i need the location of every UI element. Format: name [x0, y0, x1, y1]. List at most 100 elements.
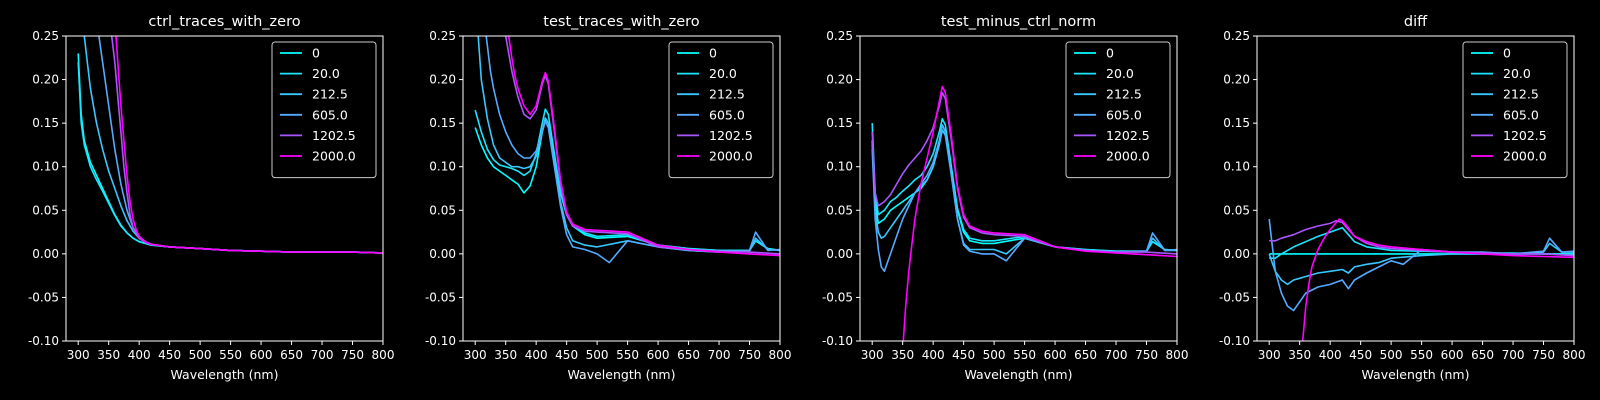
legend-label: 1202.5: [312, 128, 356, 143]
legend-label: 2000.0: [312, 149, 356, 164]
series-line-5: [1301, 218, 1574, 341]
chart-panel-1: -0.10 -0.05 0.00 0.05 0.10 0.15 0.20 0.25 300 350…: [425, 14, 792, 382]
x-tick-label: 700: [1502, 348, 1525, 362]
legend-label: 20.0: [312, 66, 340, 81]
y-tick-label: 0.10: [32, 160, 59, 174]
series-group: [871, 85, 1177, 341]
legend-label: 212.5: [1106, 87, 1142, 102]
chart-panel-3: -0.10 -0.05 0.00 0.05 0.10 0.15 0.20 0.25 300 350…: [1219, 14, 1586, 382]
x-tick-label: 500: [983, 348, 1006, 362]
y-tick-label: 0.15: [32, 116, 59, 130]
x-tick-label: 500: [1380, 348, 1403, 362]
x-tick-label: 650: [1074, 348, 1097, 362]
chart-title: diff: [1404, 14, 1428, 30]
x-tick-label: 750: [341, 348, 364, 362]
legend-label: 605.0: [1503, 107, 1539, 122]
y-tick-label: 0.00: [826, 247, 853, 261]
y-tick-label: 0.05: [32, 203, 59, 217]
legend: 0 20.0 212.5 605.0 1202.5 2000.0: [668, 41, 774, 179]
series-group: [77, 36, 383, 254]
y-tick-label: 0.05: [429, 203, 456, 217]
y-tick-label: -0.10: [28, 334, 59, 348]
y-tick-label: -0.10: [425, 334, 456, 348]
legend-label: 2000.0: [1503, 149, 1547, 164]
y-tick-label: 0.10: [429, 160, 456, 174]
y-tick-label: -0.10: [822, 334, 853, 348]
legend-label: 0: [1106, 46, 1114, 61]
chart-title: test_minus_ctrl_norm: [941, 14, 1096, 30]
legend: 0 20.0 212.5 605.0 1202.5 2000.0: [271, 41, 377, 179]
legend-label: 20.0: [709, 66, 737, 81]
x-tick-label: 800: [1166, 348, 1189, 362]
x-tick-label: 400: [525, 348, 548, 362]
legend-label: 1202.5: [709, 128, 753, 143]
x-tick-label: 300: [861, 348, 884, 362]
legend-label: 1202.5: [1503, 128, 1547, 143]
x-tick-label: 350: [891, 348, 914, 362]
y-tick-label: 0.20: [32, 73, 59, 87]
x-tick-label: 550: [616, 348, 639, 362]
y-tick-label: 0.25: [826, 29, 853, 43]
x-tick-label: 300: [1258, 348, 1281, 362]
legend-label: 2000.0: [1106, 149, 1150, 164]
chart-panel-0: -0.10 -0.05 0.00 0.05 0.10 0.15 0.20 0.25 300 350…: [28, 14, 395, 382]
x-tick-label: 600: [647, 348, 670, 362]
x-tick-label: 300: [464, 348, 487, 362]
y-tick-label: 0.20: [1223, 73, 1250, 87]
legend-label: 212.5: [312, 87, 348, 102]
x-tick-label: 500: [189, 348, 212, 362]
x-tick-label: 800: [1563, 348, 1586, 362]
legend-label: 212.5: [709, 87, 745, 102]
y-tick-label: 0.15: [429, 116, 456, 130]
legend-label: 20.0: [1106, 66, 1134, 81]
axes-frame: [462, 35, 781, 342]
x-tick-label: 600: [1441, 348, 1464, 362]
x-tick-label: 550: [219, 348, 242, 362]
legend-label: 0: [312, 46, 320, 61]
x-tick-label: 350: [494, 348, 517, 362]
x-tick-label: 450: [1349, 348, 1372, 362]
x-tick-label: 450: [158, 348, 181, 362]
y-tick-label: 0.00: [32, 247, 59, 261]
legend: 0 20.0 212.5 605.0 1202.5 2000.0: [1065, 41, 1171, 179]
y-tick-label: 0.20: [429, 73, 456, 87]
y-tick-label: -0.05: [822, 290, 853, 304]
x-axis-label: Wavelength (nm): [965, 367, 1073, 382]
y-tick-label: 0.20: [826, 73, 853, 87]
y-tick-label: 0.15: [826, 116, 853, 130]
y-tick-label: -0.05: [1219, 290, 1250, 304]
x-axis-label: Wavelength (nm): [1362, 367, 1470, 382]
legend-box: [668, 41, 774, 179]
x-tick-label: 650: [1471, 348, 1494, 362]
chart-title: test_traces_with_zero: [543, 14, 700, 30]
x-tick-label: 600: [1044, 348, 1067, 362]
x-axis-label: Wavelength (nm): [568, 367, 676, 382]
series-line-5: [115, 36, 383, 254]
x-tick-label: 350: [97, 348, 120, 362]
axes-frame: [65, 35, 384, 342]
legend-label: 605.0: [1106, 107, 1142, 122]
x-tick-label: 750: [1135, 348, 1158, 362]
series-group: [1268, 218, 1574, 341]
legend: 0 20.0 212.5 605.0 1202.5 2000.0: [1462, 41, 1568, 179]
y-tick-label: -0.05: [28, 290, 59, 304]
x-tick-label: 800: [372, 348, 395, 362]
axes-frame: [859, 35, 1178, 342]
x-tick-label: 700: [1105, 348, 1128, 362]
x-tick-label: 650: [677, 348, 700, 362]
y-tick-label: 0.15: [1223, 116, 1250, 130]
series-line-5: [902, 85, 1177, 341]
y-tick-label: 0.25: [32, 29, 59, 43]
legend-box: [271, 41, 377, 179]
legend-label: 0: [709, 46, 717, 61]
x-tick-label: 400: [922, 348, 945, 362]
x-tick-label: 350: [1288, 348, 1311, 362]
y-tick-label: 0.25: [429, 29, 456, 43]
y-tick-label: 0.25: [1223, 29, 1250, 43]
x-tick-label: 550: [1013, 348, 1036, 362]
legend-box: [1462, 41, 1568, 179]
x-tick-label: 600: [250, 348, 273, 362]
x-tick-label: 800: [769, 348, 792, 362]
legend-label: 605.0: [709, 107, 745, 122]
